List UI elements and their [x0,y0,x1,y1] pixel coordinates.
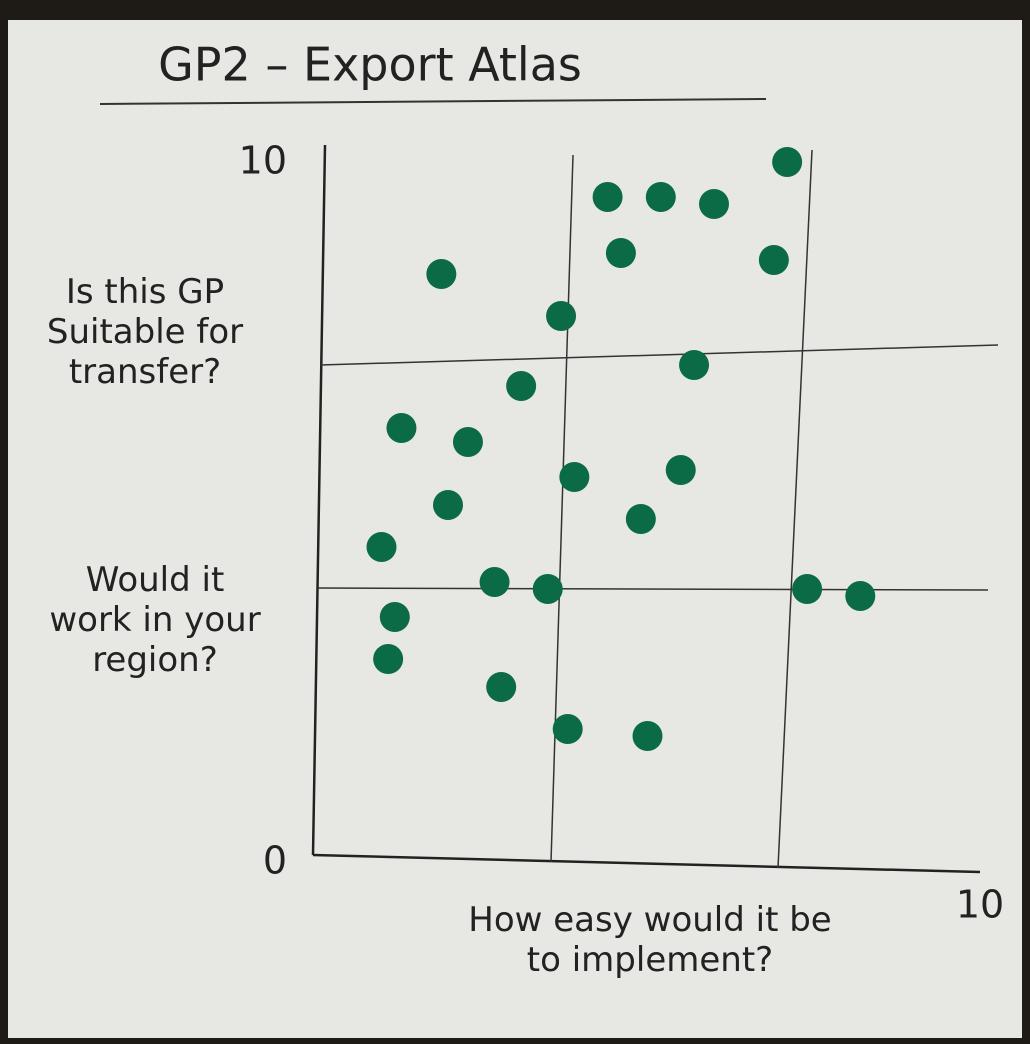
divider [777,149,813,869]
dot [792,574,823,604]
divider [550,154,574,863]
dot [845,581,876,611]
dot [506,371,537,401]
dot [486,672,517,702]
dot [592,182,623,212]
dot [605,238,636,268]
dot [366,532,397,562]
dot [758,245,789,275]
title-underline [99,98,767,105]
dot [699,189,729,219]
paper [8,20,1022,1038]
y-axis [311,144,327,856]
dot [665,455,696,485]
dot [452,427,483,457]
divider [317,587,989,591]
divider [319,344,999,366]
y-tick-label: 10 [239,139,287,183]
dot [632,721,663,751]
dot [772,147,803,177]
chart-title: GP2 – Export Atlas [158,38,582,92]
x-axis [312,853,981,874]
dot [645,182,676,212]
dot [433,490,463,520]
dot [373,644,404,674]
dot [679,350,710,380]
dot [386,413,417,443]
y-axis-label: Would it work in your region? [49,560,261,680]
dot [559,462,590,492]
dot [532,574,563,604]
y-tick-label: 0 [263,839,287,883]
dot [479,567,510,597]
x-axis-label: How easy would it be to implement? [468,900,832,980]
dot [546,301,577,331]
dot [625,504,656,534]
x-tick-label: 10 [956,883,1004,927]
y-axis-label: Is this GP Suitable for transfer? [46,272,244,392]
dot [379,602,410,632]
dot [426,259,457,289]
dot [552,714,583,744]
